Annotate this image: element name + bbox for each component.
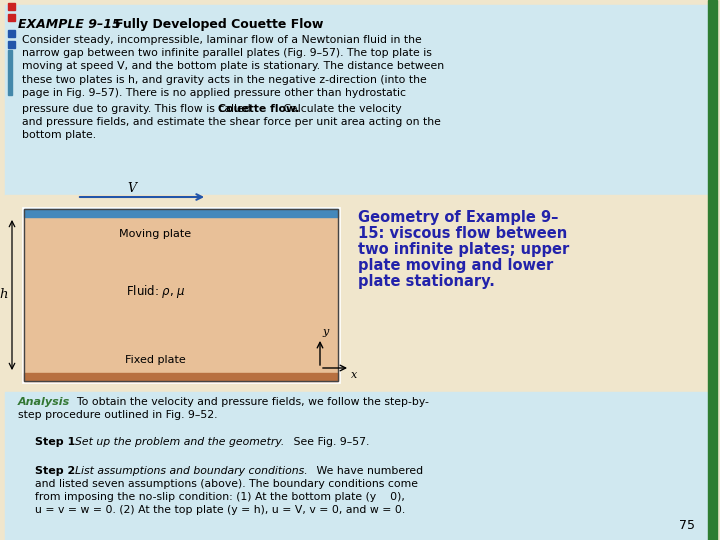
Text: To obtain the velocity and pressure fields, we follow the step-by-: To obtain the velocity and pressure fiel…: [70, 397, 429, 407]
Text: EXAMPLE 9–15: EXAMPLE 9–15: [18, 18, 121, 31]
Bar: [708, 0, 717, 540]
Bar: [8, 41, 15, 48]
Text: step procedure outlined in Fig. 9–52.: step procedure outlined in Fig. 9–52.: [18, 410, 217, 420]
Text: Step 1: Step 1: [35, 437, 76, 447]
Text: bottom plate.: bottom plate.: [22, 130, 96, 140]
Text: V: V: [127, 182, 136, 195]
Text: 75: 75: [679, 519, 695, 532]
Text: 15: viscous flow between: 15: viscous flow between: [358, 226, 567, 241]
Bar: [5, 392, 707, 540]
Bar: [24, 217, 338, 373]
Text: Consider steady, incompressible, laminar flow of a Newtonian fluid in the: Consider steady, incompressible, laminar…: [22, 35, 422, 45]
Text: and listed seven assumptions (above). The boundary conditions come: and listed seven assumptions (above). Th…: [35, 479, 418, 489]
Text: y: y: [322, 327, 328, 337]
Text: page in Fig. 9–57). There is no applied pressure other than hydrostatic: page in Fig. 9–57). There is no applied …: [22, 88, 406, 98]
Text: h: h: [0, 288, 8, 301]
Bar: [8, 3, 15, 10]
Text: Analysis: Analysis: [18, 397, 71, 407]
Bar: [24, 209, 338, 381]
Text: We have numbered: We have numbered: [313, 465, 423, 476]
Text: List assumptions and boundary conditions.: List assumptions and boundary conditions…: [75, 465, 307, 476]
Text: Geometry of Example 9–: Geometry of Example 9–: [358, 210, 559, 225]
Text: Fixed plate: Fixed plate: [125, 355, 186, 365]
Text: Fully Developed Couette Flow: Fully Developed Couette Flow: [115, 18, 323, 31]
Text: two infinite plates; upper: two infinite plates; upper: [358, 242, 570, 257]
Text: u = v = w = 0. (2) At the top plate (y = h), u = V, v = 0, and w = 0.: u = v = w = 0. (2) At the top plate (y =…: [35, 505, 405, 515]
Text: moving at speed V, and the bottom plate is stationary. The distance between: moving at speed V, and the bottom plate …: [22, 62, 444, 71]
Text: Fluid: $\rho$, $\mu$: Fluid: $\rho$, $\mu$: [126, 282, 186, 300]
Bar: [22, 207, 340, 383]
Text: these two plates is h, and gravity acts in the negative z-direction (into the: these two plates is h, and gravity acts …: [22, 75, 427, 85]
Text: pressure due to gravity. This flow is called: pressure due to gravity. This flow is ca…: [22, 104, 254, 114]
Bar: [8, 30, 15, 37]
Text: narrow gap between two infinite parallel plates (Fig. 9–57). The top plate is: narrow gap between two infinite parallel…: [22, 48, 432, 58]
Bar: [8, 50, 12, 95]
Text: plate moving and lower: plate moving and lower: [358, 258, 553, 273]
Text: Set up the problem and the geometry.: Set up the problem and the geometry.: [75, 437, 284, 447]
Text: See Fig. 9–57.: See Fig. 9–57.: [290, 437, 369, 447]
Text: x: x: [351, 370, 357, 380]
Text: Calculate the velocity: Calculate the velocity: [279, 104, 401, 114]
Text: Moving plate: Moving plate: [120, 229, 192, 239]
Text: plate stationary.: plate stationary.: [358, 274, 495, 289]
Bar: [5, 5, 707, 195]
Bar: [5, 195, 707, 390]
Bar: [24, 373, 338, 381]
Bar: [24, 209, 338, 217]
Text: from imposing the no-slip condition: (1) At the bottom plate (y    0),: from imposing the no-slip condition: (1)…: [35, 492, 405, 502]
Text: Couette flow.: Couette flow.: [217, 104, 300, 114]
Text: Step 2: Step 2: [35, 465, 76, 476]
Bar: [8, 14, 15, 21]
Text: and pressure fields, and estimate the shear force per unit area acting on the: and pressure fields, and estimate the sh…: [22, 117, 441, 127]
